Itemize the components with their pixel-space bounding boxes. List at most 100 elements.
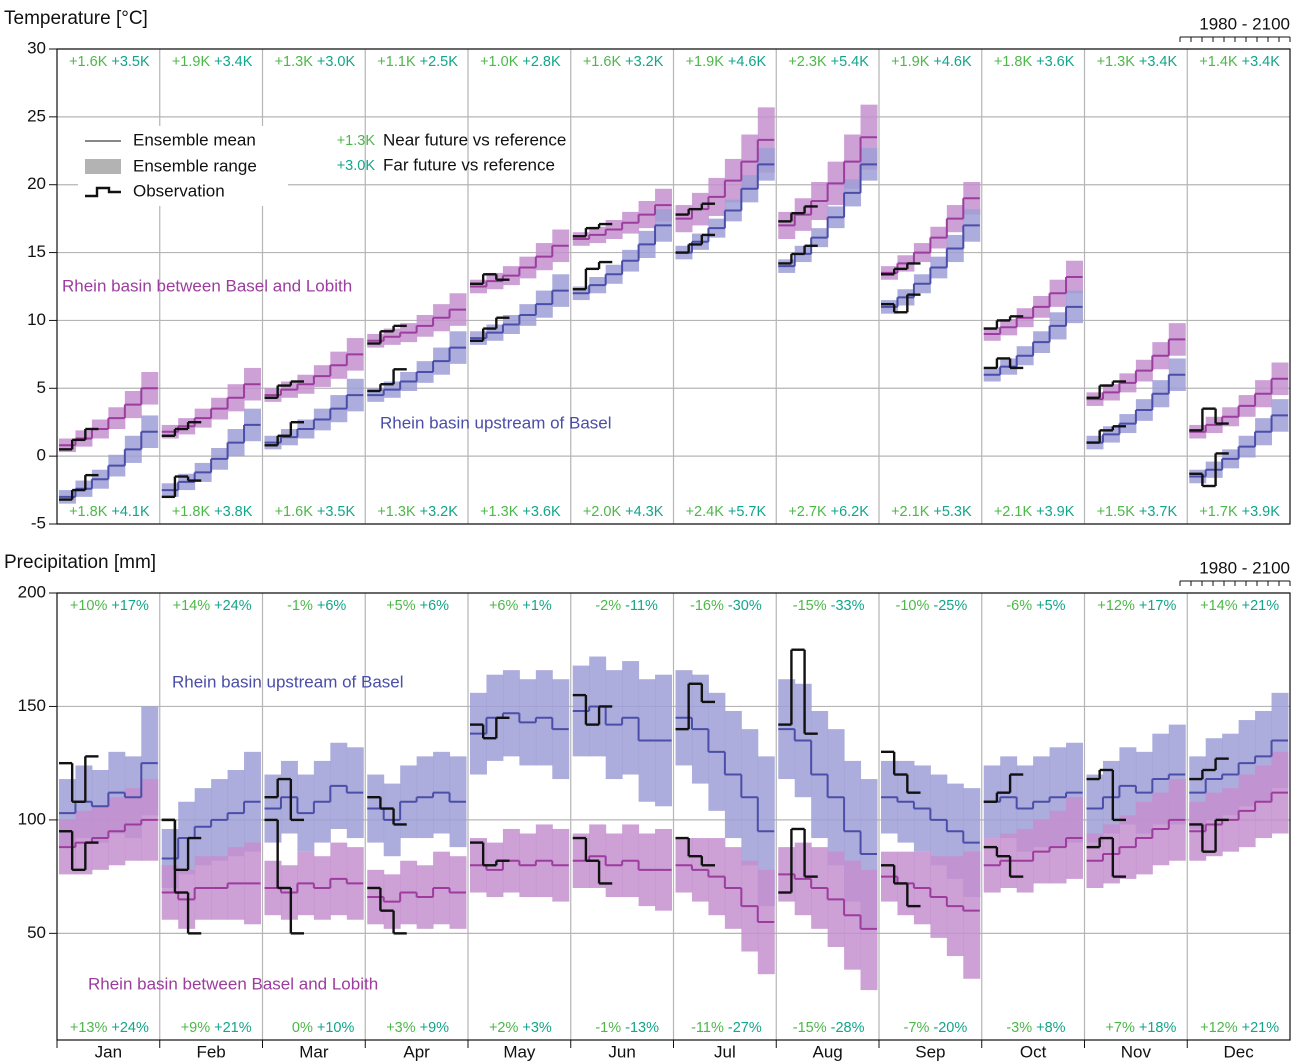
near-change: -11% bbox=[691, 1020, 724, 1036]
near-change: +1.3K bbox=[377, 504, 416, 520]
near-change: +1.8K bbox=[69, 504, 108, 520]
near-change: +2% bbox=[489, 1020, 519, 1036]
legend-range-swatch bbox=[85, 159, 121, 174]
x-tick-label: Feb bbox=[196, 1042, 225, 1061]
near-change: +1.9K bbox=[686, 54, 725, 70]
near-change: +1.8K bbox=[994, 54, 1033, 70]
basin-label: Rhein basin upstream of Basel bbox=[380, 413, 612, 432]
x-tick-label: May bbox=[503, 1042, 536, 1061]
x-tick-label: Dec bbox=[1224, 1042, 1255, 1061]
basin-label: Rhein basin upstream of Basel bbox=[172, 672, 404, 691]
y-tick-label: 30 bbox=[27, 38, 46, 57]
far-change: -30% bbox=[728, 598, 762, 614]
far-change: +3.4K bbox=[1139, 54, 1178, 70]
near-change: +2.1K bbox=[994, 504, 1033, 520]
basin-label: Rhein basin between Basel and Lobith bbox=[88, 974, 378, 993]
far-change: +3.0K bbox=[317, 54, 356, 70]
near-change: +1.6K bbox=[69, 54, 108, 70]
far-change: +3.4K bbox=[214, 54, 253, 70]
y-tick-label: 10 bbox=[27, 310, 46, 329]
near-change: +2.4K bbox=[686, 504, 725, 520]
legend-text: Observation bbox=[133, 181, 225, 200]
near-change: +2.1K bbox=[891, 504, 930, 520]
near-change: +13% bbox=[70, 1020, 108, 1036]
far-change: -33% bbox=[831, 598, 865, 614]
far-change: +6.2K bbox=[831, 504, 870, 520]
far-change: +21% bbox=[214, 1020, 252, 1036]
near-change: -1% bbox=[287, 598, 313, 614]
far-change: +4.6K bbox=[933, 54, 972, 70]
y-tick-label: -5 bbox=[31, 513, 46, 532]
near-change: -7% bbox=[904, 1020, 930, 1036]
y-tick-label: 15 bbox=[27, 242, 46, 261]
x-tick-label: Oct bbox=[1020, 1042, 1047, 1061]
far-change: +5% bbox=[1036, 598, 1066, 614]
near-change: +12% bbox=[1200, 1020, 1238, 1036]
near-change: +9% bbox=[181, 1020, 211, 1036]
far-change: +9% bbox=[420, 1020, 450, 1036]
near-change: +1.3K bbox=[480, 504, 519, 520]
ensemble-range bbox=[963, 851, 981, 979]
near-change: +12% bbox=[1097, 598, 1135, 614]
x-tick-label: Jun bbox=[608, 1042, 635, 1061]
x-tick-label: Jan bbox=[95, 1042, 122, 1061]
far-change: -25% bbox=[933, 598, 967, 614]
x-tick-label: Aug bbox=[813, 1042, 843, 1061]
far-change: +5.4K bbox=[831, 54, 870, 70]
near-change: +2.3K bbox=[788, 54, 827, 70]
far-change: +3.5K bbox=[111, 54, 150, 70]
far-change: +2.8K bbox=[522, 54, 561, 70]
far-change: +10% bbox=[317, 1020, 355, 1036]
near-change: -15% bbox=[793, 598, 827, 614]
y-tick-label: 100 bbox=[18, 809, 46, 828]
far-change: +17% bbox=[1139, 598, 1177, 614]
far-change: +5.7K bbox=[728, 504, 767, 520]
near-change: +14% bbox=[173, 598, 211, 614]
legend-text: Ensemble range bbox=[133, 156, 257, 175]
legend-obs-swatch bbox=[85, 186, 121, 198]
y-tick-label: 5 bbox=[37, 378, 46, 397]
near-change: +3% bbox=[386, 1020, 416, 1036]
near-change: +1.1K bbox=[377, 54, 416, 70]
far-change: +6% bbox=[420, 598, 450, 614]
far-change: -28% bbox=[831, 1020, 865, 1036]
far-change: +17% bbox=[111, 598, 149, 614]
near-change: +5% bbox=[386, 598, 416, 614]
near-change: -6% bbox=[1006, 598, 1032, 614]
near-change: +2.0K bbox=[583, 504, 622, 520]
far-change: +3.4K bbox=[1242, 54, 1281, 70]
far-change: -27% bbox=[728, 1020, 762, 1036]
y-tick-label: 20 bbox=[27, 174, 46, 193]
x-tick-label: Apr bbox=[403, 1042, 430, 1061]
near-change: +1.6K bbox=[275, 504, 314, 520]
y-tick-label: 25 bbox=[27, 106, 46, 125]
far-change: +4.1K bbox=[111, 504, 150, 520]
far-change: -13% bbox=[625, 1020, 659, 1036]
legend-near-example: +1.3K bbox=[337, 133, 376, 149]
ensemble-range bbox=[860, 869, 878, 991]
far-change: +3.2K bbox=[420, 504, 459, 520]
chart-title: Temperature [°C] bbox=[4, 8, 148, 29]
y-tick-label: 50 bbox=[27, 923, 46, 942]
far-change: +21% bbox=[1242, 1020, 1280, 1036]
far-change: +3.8K bbox=[214, 504, 253, 520]
far-change: +1% bbox=[522, 598, 552, 614]
chart-title: Precipitation [mm] bbox=[4, 552, 156, 573]
near-change: +10% bbox=[70, 598, 108, 614]
far-change: +5.3K bbox=[933, 504, 972, 520]
x-tick-label: Nov bbox=[1121, 1042, 1152, 1061]
far-change: +24% bbox=[214, 598, 252, 614]
y-tick-label: 150 bbox=[18, 696, 46, 715]
near-change: +7% bbox=[1105, 1020, 1135, 1036]
legend-text: Far future vs reference bbox=[383, 155, 555, 174]
near-change: -10% bbox=[896, 598, 930, 614]
near-change: +1.3K bbox=[1097, 54, 1136, 70]
legend-text: Near future vs reference bbox=[383, 130, 566, 149]
far-change: +3.9K bbox=[1242, 504, 1281, 520]
far-change: +3.5K bbox=[317, 504, 356, 520]
far-change: -11% bbox=[625, 598, 658, 614]
basin-label: Rhein basin between Basel and Lobith bbox=[62, 276, 352, 295]
far-change: +3% bbox=[522, 1020, 552, 1036]
near-change: +6% bbox=[489, 598, 519, 614]
